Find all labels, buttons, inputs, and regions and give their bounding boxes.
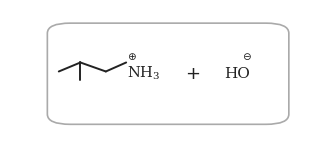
Text: +: + — [185, 65, 200, 83]
Text: ⊖: ⊖ — [242, 52, 251, 62]
Text: $\mathregular{NH_3}$: $\mathregular{NH_3}$ — [127, 65, 160, 82]
Text: ⊕: ⊕ — [127, 52, 136, 62]
FancyBboxPatch shape — [47, 23, 289, 124]
Text: HO: HO — [224, 67, 250, 81]
